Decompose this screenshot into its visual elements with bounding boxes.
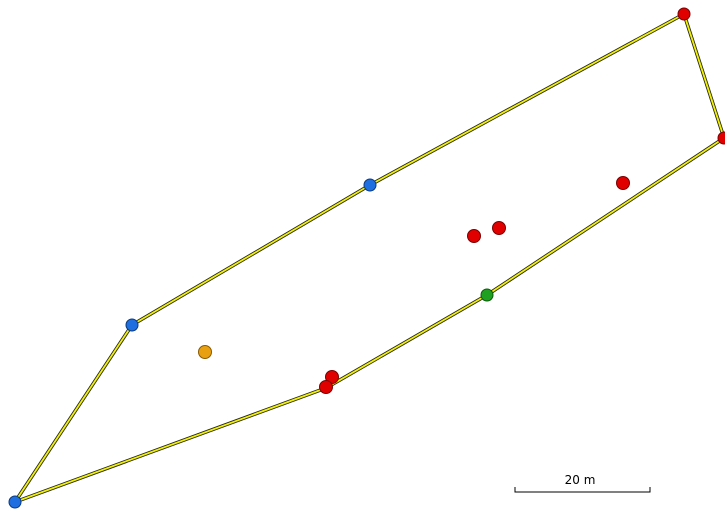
scale-bar: 20 m (514, 473, 651, 493)
boundary-line (14, 13, 725, 503)
green-point[interactable] (480, 288, 494, 302)
red-point[interactable] (319, 380, 333, 394)
parcel-boundary (13, 12, 725, 504)
red-point[interactable] (467, 229, 481, 243)
scale-bar-label: 20 m (565, 473, 596, 487)
red-point[interactable] (492, 221, 506, 235)
red-point[interactable] (616, 176, 630, 190)
blue-point[interactable] (363, 178, 377, 192)
red-point[interactable] (717, 131, 725, 145)
red-point[interactable] (677, 7, 691, 21)
scale-bar-line (514, 487, 651, 493)
blue-point[interactable] (8, 495, 22, 509)
blue-point[interactable] (125, 318, 139, 332)
orange-point[interactable] (198, 345, 212, 359)
points (8, 7, 725, 509)
